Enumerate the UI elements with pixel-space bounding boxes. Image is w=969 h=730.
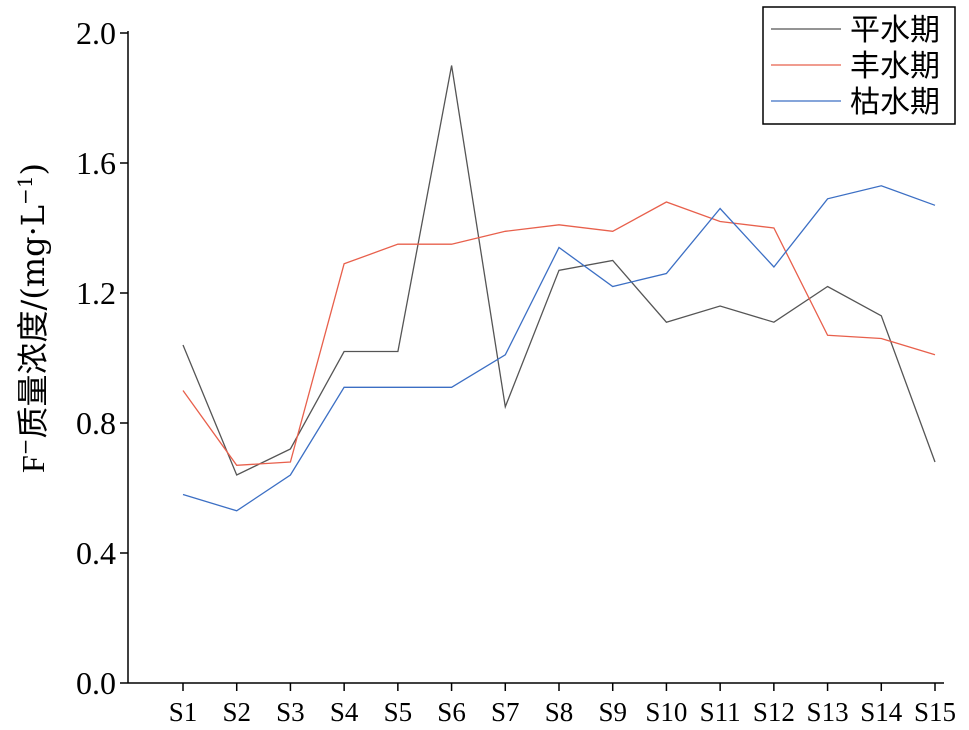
x-tick-label: S3: [276, 697, 305, 727]
x-tick-label: S6: [437, 697, 466, 727]
y-tick-label: 2.0: [76, 15, 116, 51]
x-tick-label: S12: [753, 697, 795, 727]
y-axis-label: F−质量浓度/(mg·L−1): [13, 163, 52, 473]
y-axis-label-close: ): [14, 163, 52, 175]
x-axis-ticks: S1 S2 S3 S4 S5 S6 S7 S8 S9 S10 S11 S12 S13 S14 S15: [169, 683, 956, 727]
y-axis-label-sup: −: [13, 438, 37, 455]
y-axis-label-unit-sup: −1: [13, 175, 37, 204]
y-axis-label-text: F−质量浓度/(mg·L−1): [13, 163, 52, 473]
legend-label: 枯水期: [850, 85, 940, 120]
axes: [127, 31, 944, 684]
series-line-2: [182, 201, 936, 466]
x-tick-label: S10: [645, 697, 687, 727]
x-tick-label: S2: [222, 697, 251, 727]
x-tick-label: S8: [545, 697, 574, 727]
x-tick-label: S4: [330, 697, 359, 727]
x-tick-label: S7: [491, 697, 520, 727]
legend-label: 丰水期: [850, 49, 940, 84]
y-axis-ticks: 0.0 0.4 0.8 1.2 1.6 2.0: [76, 15, 128, 701]
x-tick-label: S9: [598, 697, 627, 727]
x-tick-label: S13: [807, 697, 849, 727]
y-tick-label: 1.2: [76, 275, 116, 311]
y-axis-label-main: F: [15, 455, 51, 473]
y-tick-label: 0.4: [76, 535, 116, 571]
legend-label: 平水期: [850, 13, 940, 48]
x-tick-label: S14: [860, 697, 903, 727]
series-line-1: [182, 65, 936, 476]
series-line-3: [182, 185, 936, 512]
x-tick-label: S15: [914, 697, 956, 727]
y-axis-label-rest: 质量浓度/(mg·L: [14, 205, 52, 439]
y-tick-label: 0.8: [76, 405, 116, 441]
x-tick-label: S5: [384, 697, 413, 727]
x-tick-label: S11: [700, 697, 741, 727]
series-layer: [182, 65, 936, 512]
y-tick-label: 1.6: [76, 145, 116, 181]
y-tick-label: 0.0: [76, 665, 116, 701]
x-tick-label: S1: [169, 697, 198, 727]
